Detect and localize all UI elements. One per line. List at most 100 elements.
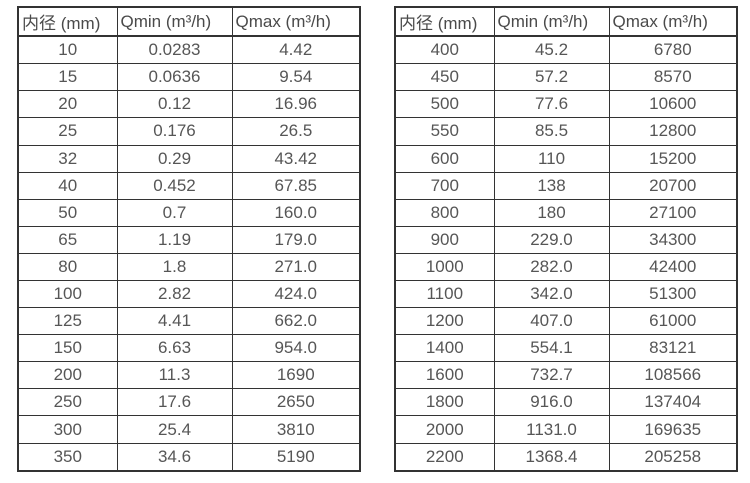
header-row: 内径 (mm) Qmin (m³/h) Qmax (m³/h) xyxy=(17,6,361,37)
cell-diameter: 32 xyxy=(17,144,118,173)
cell-qmin: 85.5 xyxy=(493,117,610,146)
cell-qmax: 51300 xyxy=(608,279,738,309)
cell-diameter: 1800 xyxy=(394,388,495,417)
cell-qmin: 45.2 xyxy=(493,35,610,65)
cell-qmax: 424.0 xyxy=(231,279,361,309)
table-row: 100 2.82 424.0 xyxy=(17,279,361,309)
cell-diameter: 400 xyxy=(394,35,495,65)
cell-qmax: 108566 xyxy=(608,361,738,390)
cell-qmin: 180 xyxy=(493,198,610,227)
cell-qmin: 1368.4 xyxy=(493,442,610,472)
cell-diameter: 20 xyxy=(17,90,118,119)
cell-qmax: 34300 xyxy=(608,225,738,254)
table-row: 150 6.63 954.0 xyxy=(17,334,361,363)
table-row: 1100 342.0 51300 xyxy=(394,279,738,309)
cell-qmin: 77.6 xyxy=(493,90,610,119)
cell-diameter: 2000 xyxy=(394,415,495,444)
cell-qmax: 271.0 xyxy=(231,252,361,282)
cell-diameter: 200 xyxy=(17,361,118,390)
cell-qmax: 9.54 xyxy=(231,63,361,92)
table-row: 50 0.7 160.0 xyxy=(17,198,361,227)
cell-qmax: 160.0 xyxy=(231,198,361,227)
cell-qmin: 0.29 xyxy=(116,144,233,173)
column-header-qmin: Qmin (m³/h) xyxy=(493,6,610,37)
column-header-qmax: Qmax (m³/h) xyxy=(608,6,738,37)
table-row: 32 0.29 43.42 xyxy=(17,144,361,173)
table-row: 300 25.4 3810 xyxy=(17,415,361,444)
cell-diameter: 550 xyxy=(394,117,495,146)
cell-qmax: 2650 xyxy=(231,388,361,417)
table-row: 1600 732.7 108566 xyxy=(394,361,738,390)
flow-spec-table-right: 内径 (mm) Qmin (m³/h) Qmax (m³/h) 400 45.2 6780… xyxy=(394,6,738,472)
column-header-qmin: Qmin (m³/h) xyxy=(116,6,233,37)
table-row: 15 0.0636 9.54 xyxy=(17,63,361,92)
table-row: 65 1.19 179.0 xyxy=(17,225,361,254)
table-row: 400 45.2 6780 xyxy=(394,35,738,65)
table-row: 10 0.0283 4.42 xyxy=(17,35,361,65)
cell-qmax: 3810 xyxy=(231,415,361,444)
cell-qmax: 205258 xyxy=(608,442,738,472)
cell-qmax: 16.96 xyxy=(231,90,361,119)
cell-qmin: 6.63 xyxy=(116,334,233,363)
cell-qmax: 1690 xyxy=(231,361,361,390)
cell-qmax: 137404 xyxy=(608,388,738,417)
cell-qmin: 110 xyxy=(493,144,610,173)
table-row: 1400 554.1 83121 xyxy=(394,334,738,363)
cell-qmax: 12800 xyxy=(608,117,738,146)
table-row: 600 110 15200 xyxy=(394,144,738,173)
cell-qmin: 0.12 xyxy=(116,90,233,119)
cell-qmin: 0.7 xyxy=(116,198,233,227)
cell-diameter: 100 xyxy=(17,279,118,309)
cell-qmax: 6780 xyxy=(608,35,738,65)
cell-diameter: 300 xyxy=(17,415,118,444)
table-row: 450 57.2 8570 xyxy=(394,63,738,92)
cell-qmin: 554.1 xyxy=(493,334,610,363)
cell-qmin: 342.0 xyxy=(493,279,610,309)
header-row: 内径 (mm) Qmin (m³/h) Qmax (m³/h) xyxy=(394,6,738,37)
cell-diameter: 50 xyxy=(17,198,118,227)
cell-qmin: 25.4 xyxy=(116,415,233,444)
cell-qmin: 0.0283 xyxy=(116,35,233,65)
cell-diameter: 1100 xyxy=(394,279,495,309)
cell-diameter: 65 xyxy=(17,225,118,254)
table-row: 25 0.176 26.5 xyxy=(17,117,361,146)
column-header-qmax: Qmax (m³/h) xyxy=(231,6,361,37)
cell-qmax: 179.0 xyxy=(231,225,361,254)
column-header-diameter: 内径 (mm) xyxy=(394,6,495,37)
cell-diameter: 350 xyxy=(17,442,118,472)
cell-qmin: 11.3 xyxy=(116,361,233,390)
cell-diameter: 700 xyxy=(394,171,495,200)
cell-diameter: 25 xyxy=(17,117,118,146)
cell-qmax: 5190 xyxy=(231,442,361,472)
cell-qmax: 42400 xyxy=(608,252,738,282)
cell-diameter: 1000 xyxy=(394,252,495,282)
table-row: 20 0.12 16.96 xyxy=(17,90,361,119)
cell-qmin: 0.452 xyxy=(116,171,233,200)
cell-qmin: 407.0 xyxy=(493,307,610,336)
cell-diameter: 10 xyxy=(17,35,118,65)
cell-diameter: 800 xyxy=(394,198,495,227)
column-header-diameter: 内径 (mm) xyxy=(17,6,118,37)
cell-qmin: 4.41 xyxy=(116,307,233,336)
cell-qmin: 1.8 xyxy=(116,252,233,282)
cell-qmax: 83121 xyxy=(608,334,738,363)
cell-diameter: 15 xyxy=(17,63,118,92)
flow-spec-table-left: 内径 (mm) Qmin (m³/h) Qmax (m³/h) 10 0.0283 4.4… xyxy=(17,6,361,472)
cell-qmax: 67.85 xyxy=(231,171,361,200)
cell-qmax: 169635 xyxy=(608,415,738,444)
cell-qmin: 57.2 xyxy=(493,63,610,92)
cell-diameter: 900 xyxy=(394,225,495,254)
cell-diameter: 500 xyxy=(394,90,495,119)
cell-qmax: 27100 xyxy=(608,198,738,227)
cell-qmin: 1131.0 xyxy=(493,415,610,444)
table-row: 900 229.0 34300 xyxy=(394,225,738,254)
cell-diameter: 600 xyxy=(394,144,495,173)
cell-qmax: 662.0 xyxy=(231,307,361,336)
cell-diameter: 1200 xyxy=(394,307,495,336)
table-row: 350 34.6 5190 xyxy=(17,442,361,472)
cell-qmax: 954.0 xyxy=(231,334,361,363)
table-row: 80 1.8 271.0 xyxy=(17,252,361,282)
table-row: 200 11.3 1690 xyxy=(17,361,361,390)
cell-diameter: 80 xyxy=(17,252,118,282)
cell-qmin: 1.19 xyxy=(116,225,233,254)
